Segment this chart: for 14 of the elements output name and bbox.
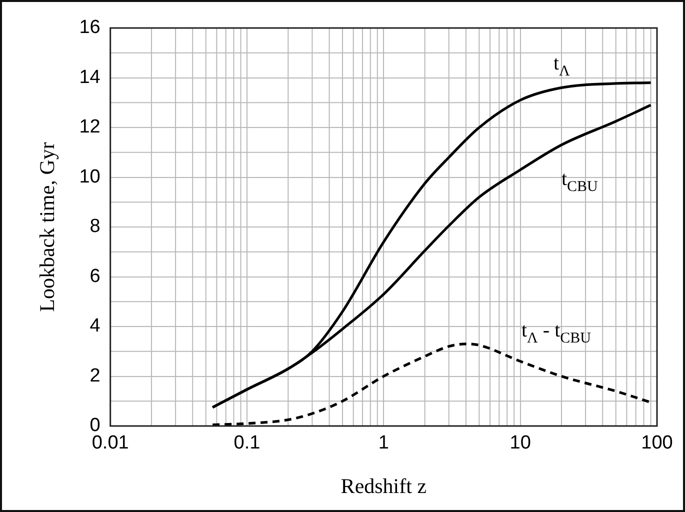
y-tick-label: 12 (79, 116, 100, 138)
x-tick-label: 0.1 (234, 432, 260, 454)
x-tick-label: 10 (510, 432, 531, 454)
x-tick-label: 100 (641, 432, 673, 454)
y-tick-label: 14 (79, 66, 101, 88)
x-tick-label: 1 (378, 432, 389, 454)
y-tick-label: 2 (90, 365, 100, 386)
y-tick-label: 8 (90, 216, 100, 238)
x-axis-title: Redshift z (340, 474, 427, 498)
y-tick-label: 4 (90, 316, 101, 337)
y-tick-label: 16 (79, 17, 100, 38)
y-axis-title: Lookback time, Gyr (35, 142, 60, 312)
y-tick-label: 10 (79, 166, 100, 188)
y-tick-label: 6 (90, 266, 100, 287)
